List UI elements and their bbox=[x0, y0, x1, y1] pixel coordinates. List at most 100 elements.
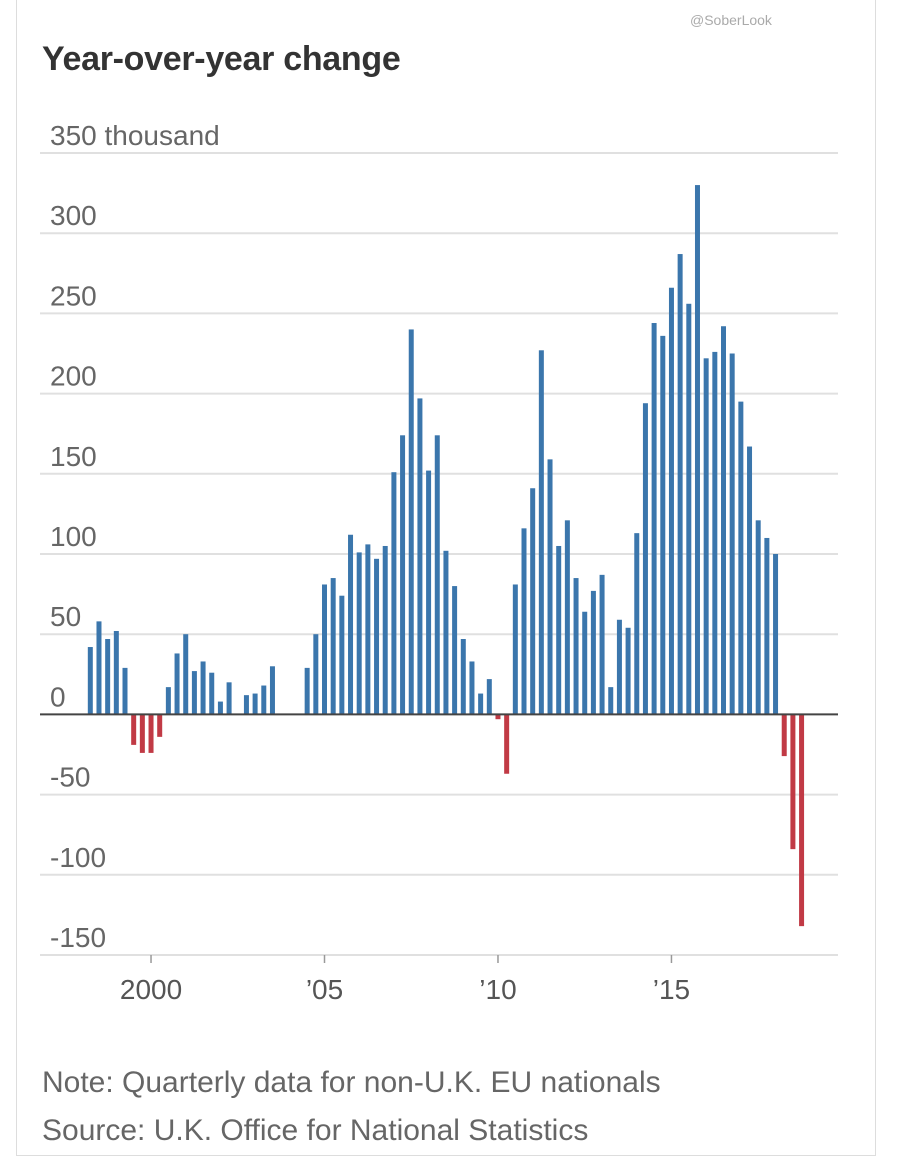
bar-positive bbox=[322, 584, 327, 715]
bar-positive bbox=[755, 520, 761, 715]
y-tick-label: -50 bbox=[50, 762, 90, 793]
bar-positive bbox=[226, 682, 232, 715]
bar-positive bbox=[677, 254, 683, 715]
bar-positive bbox=[261, 685, 267, 715]
bar-positive bbox=[547, 459, 553, 715]
bar-positive bbox=[729, 353, 735, 715]
chart-source: Source: U.K. Office for National Statist… bbox=[42, 1114, 589, 1147]
y-tick-label: -100 bbox=[50, 842, 106, 873]
bar-positive bbox=[269, 666, 275, 715]
bar-positive bbox=[200, 661, 206, 715]
y-tick-label: 300 bbox=[50, 200, 97, 231]
bar-positive bbox=[174, 653, 180, 715]
bar-positive bbox=[564, 520, 570, 715]
bar-positive bbox=[668, 287, 674, 715]
bar-positive bbox=[113, 630, 119, 715]
bar-positive bbox=[313, 634, 319, 715]
bar-positive bbox=[486, 679, 492, 715]
x-tick-label: ’15 bbox=[653, 974, 690, 1005]
bar-negative bbox=[495, 714, 501, 720]
bar-positive bbox=[694, 185, 700, 715]
bar-positive bbox=[582, 611, 588, 715]
bar-positive bbox=[634, 533, 640, 715]
chart-title: Year-over-year change bbox=[42, 40, 401, 78]
bar-positive bbox=[521, 528, 527, 715]
bar-positive bbox=[330, 578, 336, 715]
y-tick-label: 350 thousand bbox=[50, 120, 220, 151]
y-tick-label: 250 bbox=[50, 280, 97, 311]
bar-chart: 350 thousand 300 250 200 150 100 50 0 -50 -100 -15… bbox=[40, 120, 838, 1005]
bar-positive bbox=[434, 435, 440, 715]
y-tick-label: 0 bbox=[50, 681, 66, 712]
bar-positive bbox=[304, 667, 310, 715]
bar-positive bbox=[443, 550, 449, 715]
bar-positive bbox=[616, 619, 622, 715]
bar-negative bbox=[504, 714, 510, 774]
bar-positive bbox=[590, 590, 596, 715]
bar-positive bbox=[87, 647, 93, 715]
bar-positive bbox=[599, 574, 605, 715]
bars bbox=[87, 185, 805, 927]
bar-positive bbox=[660, 335, 666, 715]
bar-positive bbox=[391, 472, 397, 715]
bar-positive bbox=[721, 326, 726, 715]
bar-positive bbox=[400, 435, 406, 715]
bar-positive bbox=[191, 671, 197, 715]
y-tick-label: 150 bbox=[50, 441, 97, 472]
bar-positive bbox=[105, 639, 111, 715]
bar-positive bbox=[538, 350, 544, 715]
bar-positive bbox=[408, 329, 414, 715]
bar-positive bbox=[460, 639, 466, 715]
y-tick-label: 50 bbox=[50, 601, 81, 632]
bar-positive bbox=[712, 351, 718, 715]
bar-positive bbox=[764, 537, 770, 715]
bar-positive bbox=[122, 667, 128, 715]
bar-negative bbox=[131, 714, 137, 745]
bar-negative bbox=[148, 714, 154, 753]
bar-positive bbox=[625, 627, 631, 715]
bar-positive bbox=[252, 693, 258, 715]
bar-positive bbox=[452, 586, 458, 715]
bar-positive bbox=[348, 534, 354, 715]
bar-positive bbox=[651, 323, 657, 715]
bar-positive bbox=[374, 558, 380, 715]
bar-positive bbox=[642, 403, 648, 715]
bar-positive bbox=[773, 554, 779, 715]
bar-positive bbox=[556, 545, 562, 715]
bar-negative bbox=[790, 714, 796, 850]
bar-negative bbox=[799, 714, 805, 927]
bar-positive bbox=[382, 545, 388, 715]
bar-positive bbox=[703, 358, 709, 715]
bar-positive bbox=[417, 398, 423, 715]
bar-positive bbox=[356, 552, 362, 715]
y-tick-label: 200 bbox=[50, 361, 97, 392]
bar-positive bbox=[478, 693, 484, 715]
bar-positive bbox=[469, 661, 475, 715]
x-axis-ticks: 2000 ’05 ’10 ’15 bbox=[120, 955, 690, 1005]
bar-negative bbox=[781, 714, 787, 757]
bar-positive bbox=[608, 687, 614, 715]
bar-positive bbox=[738, 401, 744, 715]
x-tick-label: ’05 bbox=[306, 974, 343, 1005]
bar-positive bbox=[217, 701, 223, 715]
watermark: @SoberLook bbox=[690, 12, 772, 28]
bar-positive bbox=[96, 621, 102, 715]
bar-positive bbox=[573, 578, 579, 715]
bar-positive bbox=[530, 488, 536, 715]
bar-positive bbox=[209, 672, 215, 715]
bar-positive bbox=[686, 303, 692, 715]
bar-positive bbox=[512, 584, 518, 715]
bar-positive bbox=[339, 595, 345, 715]
bar-positive bbox=[183, 634, 189, 715]
chart-note: Note: Quarterly data for non-U.K. EU nat… bbox=[42, 1066, 661, 1099]
bar-negative bbox=[157, 714, 163, 737]
bar-negative bbox=[139, 714, 145, 753]
x-tick-label: ’10 bbox=[479, 974, 516, 1005]
bar-positive bbox=[747, 446, 753, 715]
y-axis-ticks: 350 thousand 300 250 200 150 100 50 0 -50 -100 -15… bbox=[50, 120, 220, 953]
y-tick-label: -150 bbox=[50, 922, 106, 953]
bar-positive bbox=[365, 544, 371, 715]
x-tick-label: 2000 bbox=[120, 974, 182, 1005]
bar-positive bbox=[426, 470, 432, 715]
y-tick-label: 100 bbox=[50, 521, 97, 552]
